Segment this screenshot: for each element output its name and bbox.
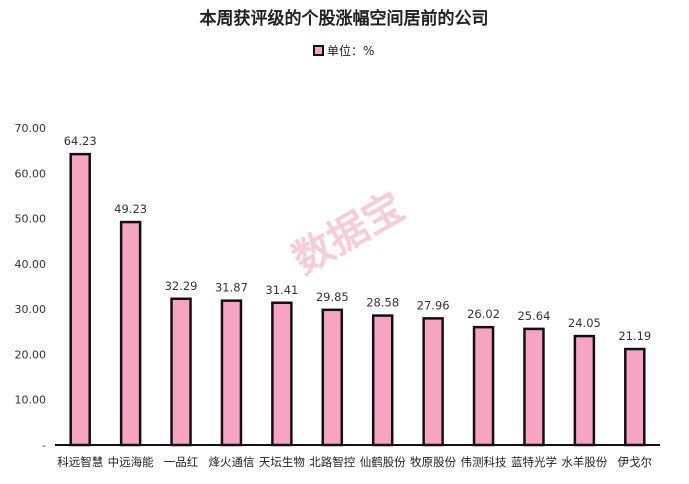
bar-value-label: 32.29 [165, 279, 198, 293]
category-label: 蓝特光学 [511, 455, 557, 469]
category-label: 中远海能 [108, 455, 154, 469]
bar-value-label: 26.02 [467, 307, 500, 321]
category-label: 烽火通信 [208, 455, 254, 469]
y-tick-label: 50.00 [15, 213, 47, 226]
legend-label: 单位：% [327, 43, 374, 58]
bar [422, 317, 444, 447]
bar [472, 325, 495, 447]
bars [69, 152, 646, 447]
bar [220, 299, 243, 447]
legend-swatch [313, 45, 324, 56]
bar [271, 301, 293, 447]
category-label: 伟测科技 [461, 455, 507, 469]
bar [119, 220, 142, 447]
y-tick-label: 40.00 [15, 258, 47, 271]
bar-value-label: 49.23 [114, 202, 147, 216]
bar-value-label: 29.85 [316, 290, 349, 304]
y-tick-label: 60.00 [15, 167, 47, 180]
bar-value-label: 31.87 [215, 281, 248, 295]
category-label: 科远智慧 [57, 455, 103, 469]
y-tick-label: 10.00 [15, 394, 47, 407]
bar [170, 297, 192, 447]
watermark: 数据宝 [285, 184, 412, 284]
y-tick-label: 20.00 [15, 348, 47, 361]
bar [624, 347, 646, 447]
y-tick-label: 70.00 [15, 122, 47, 135]
bar-value-label: 28.58 [366, 296, 399, 310]
chart-title: 本周获评级的个股涨幅空间居前的公司 [200, 8, 489, 29]
category-label: 水羊股份 [561, 455, 607, 469]
category-label: 仙鹤股份 [360, 455, 406, 469]
bar [69, 152, 91, 447]
bar-value-label: 31.41 [265, 283, 298, 297]
bar [573, 334, 596, 447]
category-labels: 科远智慧 中远海能 一品红 烽火通信 天坛生物 北路智控 仙鹤股份 牧原股份 伟测科技 蓝特光学水… [57, 455, 652, 469]
bar [523, 327, 545, 447]
bar-value-label: 21.19 [618, 329, 651, 343]
bar-value-label: 27.96 [417, 298, 450, 312]
bar-value-label: 25.64 [517, 309, 550, 323]
legend: 单位：% [313, 43, 374, 58]
category-label: 天坛生物 [259, 455, 305, 469]
value-labels: 64.23 49.23 32.29 31.87 31.41 29.85 28.58 27.96… [64, 134, 652, 343]
bar-value-label: 24.05 [568, 316, 601, 330]
bar [371, 314, 394, 447]
category-label: 伊戈尔 [618, 455, 653, 469]
bar [321, 308, 344, 447]
category-label: 北路智控 [309, 455, 355, 469]
y-axis-ticks: - 10.00 20.00 30.00 40.00 50.00 60.00 70.00 [15, 122, 47, 452]
bar-value-label: 64.23 [64, 134, 97, 148]
category-label: 牧原股份 [410, 455, 456, 469]
y-tick-label: 30.00 [15, 303, 47, 316]
y-tick-label: - [42, 439, 46, 452]
category-label: 一品红 [164, 455, 199, 469]
